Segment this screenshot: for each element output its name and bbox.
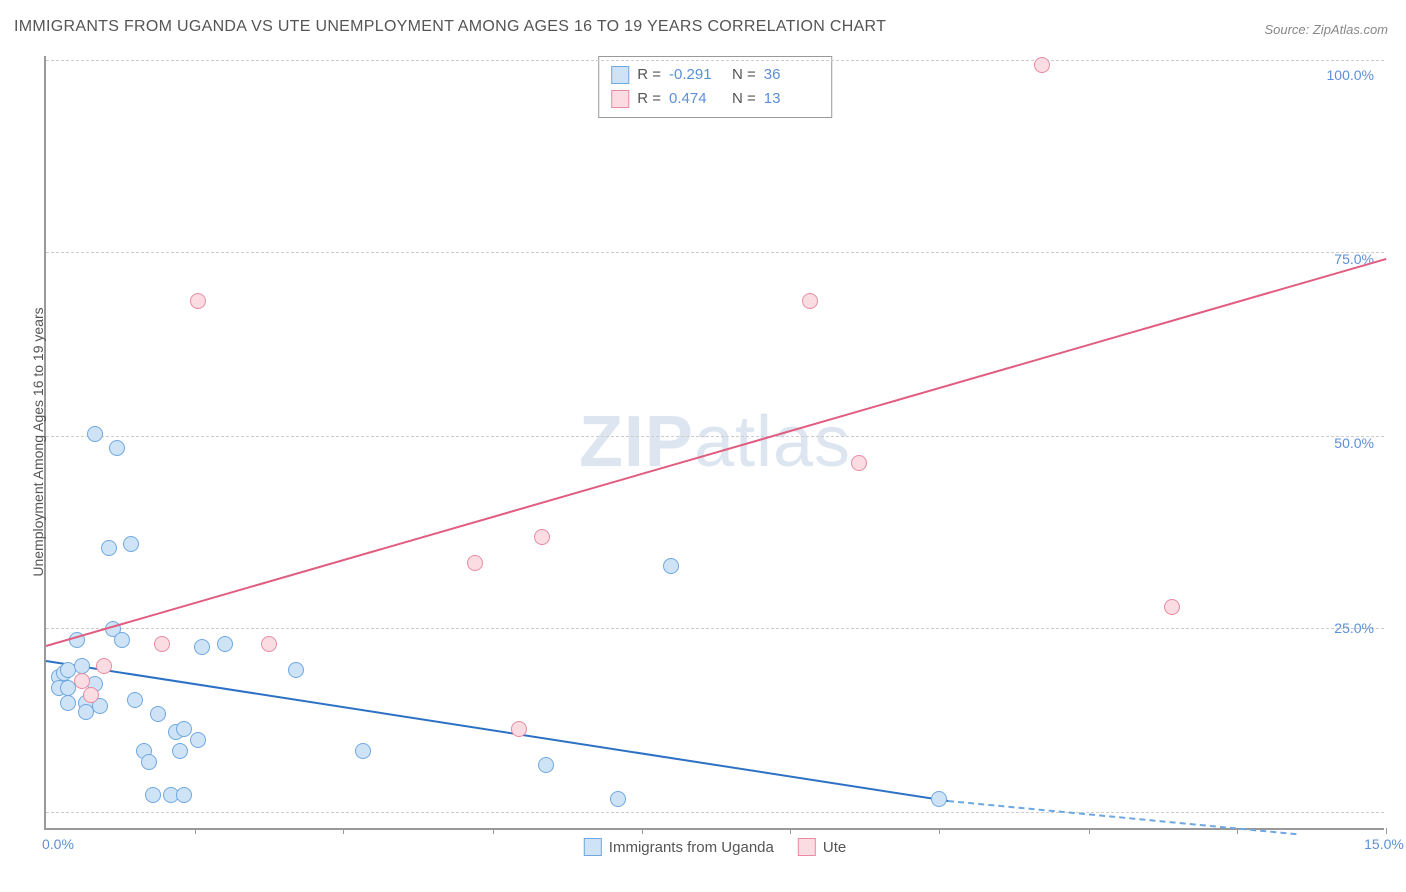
data-point (190, 732, 206, 748)
data-point (176, 721, 192, 737)
data-point (74, 673, 90, 689)
data-point (851, 455, 867, 471)
x-tick (195, 828, 196, 834)
data-point (141, 754, 157, 770)
data-point (1164, 599, 1180, 615)
gridline (46, 252, 1384, 253)
y-tick-label: 50.0% (1334, 435, 1374, 451)
stats-row: R =-0.291N =36 (611, 63, 819, 87)
data-point (355, 743, 371, 759)
x-tick (343, 828, 344, 834)
data-point (261, 636, 277, 652)
gridline (46, 436, 1384, 437)
data-point (74, 658, 90, 674)
y-axis-label: Unemployment Among Ages 16 to 19 years (30, 307, 46, 576)
x-tick (939, 828, 940, 834)
series-swatch (611, 90, 629, 108)
data-point (145, 787, 161, 803)
data-point (150, 706, 166, 722)
legend-label: Immigrants from Uganda (609, 839, 774, 856)
data-point (538, 757, 554, 773)
data-point (87, 426, 103, 442)
data-point (511, 721, 527, 737)
data-point (217, 636, 233, 652)
x-tick (790, 828, 791, 834)
data-point (663, 558, 679, 574)
data-point (194, 639, 210, 655)
watermark: ZIPatlas (579, 401, 851, 483)
legend: Immigrants from Uganda Ute (584, 838, 846, 856)
data-point (467, 555, 483, 571)
data-point (931, 791, 947, 807)
data-point (123, 536, 139, 552)
correlation-stats-box: R =-0.291N =36R =0.474N =13 (598, 56, 832, 118)
data-point (288, 662, 304, 678)
data-point (802, 293, 818, 309)
x-axis-min-label: 0.0% (42, 836, 74, 852)
gridline (46, 628, 1384, 629)
source-attribution: Source: ZipAtlas.com (1264, 22, 1388, 37)
legend-label: Ute (823, 839, 846, 856)
legend-swatch (798, 838, 816, 856)
data-point (176, 787, 192, 803)
data-point (1034, 57, 1050, 73)
data-point (109, 440, 125, 456)
trend-line-extrapolation (948, 800, 1297, 835)
legend-item: Ute (798, 838, 846, 856)
plot-area: ZIPatlas Unemployment Among Ages 16 to 1… (44, 56, 1384, 830)
y-tick-label: 100.0% (1327, 67, 1374, 83)
legend-swatch (584, 838, 602, 856)
data-point (101, 540, 117, 556)
data-point (96, 658, 112, 674)
data-point (172, 743, 188, 759)
stats-row: R =0.474N =13 (611, 87, 819, 111)
x-axis-max-label: 15.0% (1364, 836, 1404, 852)
data-point (610, 791, 626, 807)
gridline (46, 812, 1384, 813)
chart-container: IMMIGRANTS FROM UGANDA VS UTE UNEMPLOYME… (0, 0, 1406, 892)
data-point (190, 293, 206, 309)
data-point (83, 687, 99, 703)
legend-item: Immigrants from Uganda (584, 838, 774, 856)
gridline (46, 60, 1384, 61)
data-point (114, 632, 130, 648)
series-swatch (611, 66, 629, 84)
data-point (534, 529, 550, 545)
data-point (127, 692, 143, 708)
x-tick (493, 828, 494, 834)
x-tick (1089, 828, 1090, 834)
trend-line (46, 258, 1387, 647)
data-point (60, 695, 76, 711)
chart-title: IMMIGRANTS FROM UGANDA VS UTE UNEMPLOYME… (14, 18, 886, 36)
y-tick-label: 25.0% (1334, 620, 1374, 636)
data-point (154, 636, 170, 652)
x-tick (642, 828, 643, 834)
x-tick (1386, 828, 1387, 834)
